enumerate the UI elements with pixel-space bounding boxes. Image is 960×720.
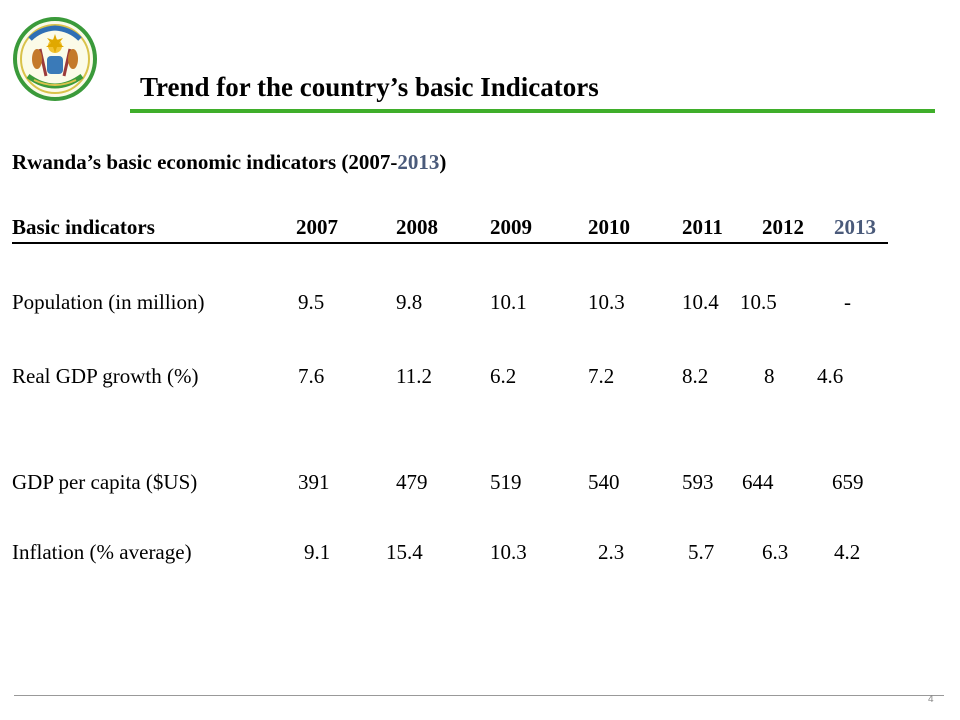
table-cell: 644 (742, 470, 774, 494)
table-cell: 8.2 (682, 364, 709, 388)
header-underline (12, 242, 888, 244)
table-cell: 540 (588, 470, 620, 494)
table-cell: 9.8 (396, 290, 423, 314)
coat-of-arms-logo (13, 17, 97, 101)
table-cell: 5.7 (688, 540, 715, 564)
table-cell: 6.2 (490, 364, 517, 388)
table-cell: 4.2 (834, 540, 861, 564)
table-cell: 8 (764, 364, 775, 388)
row-label: GDP per capita ($US) (12, 470, 198, 494)
page-number: 4 (928, 694, 934, 705)
slide-title: Trend for the country’s basic Indicators (140, 72, 599, 102)
table-caption: Rwanda’s basic economic indicators (2007… (12, 150, 446, 175)
row-label: Population (in million) (12, 290, 205, 314)
table-cell: 2.3 (598, 540, 625, 564)
table-cell: 7.6 (298, 364, 325, 388)
table-cell: 9.1 (304, 540, 331, 564)
row-label: Inflation (% average) (12, 540, 192, 564)
footer-divider (14, 695, 944, 696)
table-cell: - (844, 290, 851, 314)
table-cell: 9.5 (298, 290, 325, 314)
title-underline (130, 109, 935, 113)
table-cell: 519 (490, 470, 522, 494)
header-year: 2009 (490, 215, 532, 239)
table-cell: 10.1 (490, 290, 527, 314)
table-cell: 659 (832, 470, 864, 494)
header-year: 2012 (762, 215, 804, 239)
header-year: 2013 (834, 215, 876, 239)
table-cell: 7.2 (588, 364, 615, 388)
table-cell: 4.6 (817, 364, 844, 388)
table-cell: 10.5 (740, 290, 777, 314)
table-cell: 479 (396, 470, 428, 494)
caption-range-end: 2013 (397, 150, 440, 174)
header-year: 2007 (296, 215, 338, 239)
caption-main: Rwanda’s basic economic indicators (2007… (12, 150, 398, 174)
header-year: 2008 (396, 215, 438, 239)
header-year: 2011 (682, 215, 723, 239)
table-cell: 15.4 (386, 540, 423, 564)
table-cell: 593 (682, 470, 714, 494)
header-label: Basic indicators (12, 215, 155, 239)
table-cell: 10.3 (490, 540, 527, 564)
table-cell: 10.3 (588, 290, 625, 314)
row-label: Real GDP growth (%) (12, 364, 199, 388)
caption-close: ) (439, 150, 447, 174)
header-year: 2010 (588, 215, 630, 239)
table-cell: 6.3 (762, 540, 789, 564)
table-cell: 391 (298, 470, 330, 494)
table-cell: 10.4 (682, 290, 719, 314)
table-cell: 11.2 (396, 364, 432, 388)
